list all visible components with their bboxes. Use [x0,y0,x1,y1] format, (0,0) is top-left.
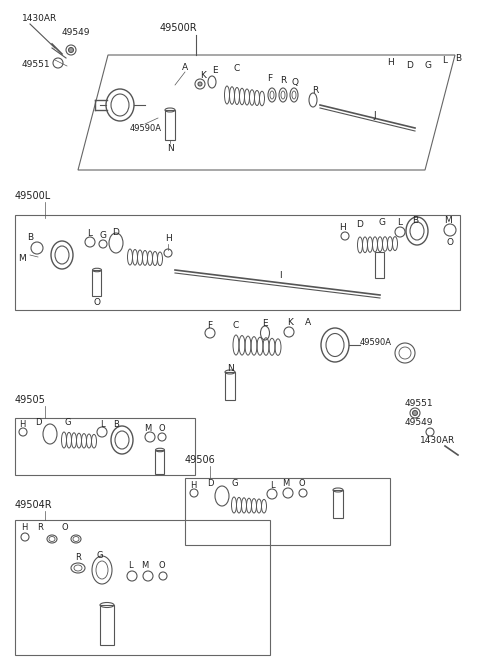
Text: G: G [232,479,238,487]
Bar [100,605,114,645]
Text: G: G [97,552,103,560]
Bar [165,110,175,140]
Text: O: O [299,479,305,487]
Text: K: K [287,318,293,326]
Text: 49505: 49505 [15,395,46,405]
Text: K: K [200,70,206,80]
Text: O: O [446,237,454,247]
Text: 49549: 49549 [62,27,91,36]
Text: 1430AR: 1430AR [420,436,455,444]
Text: L: L [87,229,93,237]
Text: 49500L: 49500L [15,191,51,201]
Text: D: D [35,418,41,426]
Text: L: L [270,481,274,489]
Text: B: B [412,215,418,225]
Text: 49504R: 49504R [15,500,53,510]
Text: H: H [19,420,25,428]
Text: B: B [27,233,33,241]
Text: 49549: 49549 [405,418,433,426]
Text: L: L [443,56,447,64]
Text: 49500R: 49500R [160,23,198,33]
Text: R: R [75,554,81,562]
Circle shape [198,82,202,86]
Text: 1430AR: 1430AR [22,13,57,23]
Text: J: J [374,111,376,119]
Circle shape [69,48,73,52]
Text: N: N [167,143,173,152]
Text: O: O [159,424,165,432]
Text: D: D [113,227,120,237]
Text: G: G [65,418,71,426]
Text: H: H [340,223,347,231]
Text: I: I [279,271,281,280]
Text: D: D [207,479,213,487]
Text: A: A [305,318,311,326]
Text: 49506: 49506 [185,455,216,465]
Text: 49551: 49551 [405,398,433,408]
Text: G: G [379,217,385,227]
Bar [155,450,164,474]
Text: Q: Q [291,78,299,86]
Text: H: H [165,233,171,243]
Text: B: B [455,54,461,62]
Text: 49590A: 49590A [360,337,392,347]
Text: M: M [444,215,452,225]
Text: B: B [113,420,119,428]
Text: L: L [100,420,104,428]
Text: R: R [280,76,286,84]
Text: H: H [21,524,27,532]
Text: M: M [282,479,289,487]
Text: L: L [397,217,403,227]
Bar [375,252,384,278]
Text: F: F [207,320,213,330]
Text: G: G [99,231,107,239]
Text: M: M [142,562,149,570]
Text: M: M [18,253,26,263]
Text: G: G [424,60,432,70]
Text: O: O [62,524,68,532]
Text: M: M [144,424,152,432]
Circle shape [412,410,418,416]
Text: E: E [212,66,218,74]
Text: D: D [357,219,363,229]
Text: C: C [233,320,239,330]
Text: A: A [182,62,188,72]
Text: F: F [267,74,273,82]
Text: O: O [94,298,100,306]
Text: 49551: 49551 [22,60,50,68]
Text: R: R [37,524,43,532]
Bar [225,372,235,400]
Bar [92,270,101,296]
Text: C: C [234,64,240,72]
Text: O: O [159,562,165,570]
Text: N: N [227,363,233,373]
Text: 49590A: 49590A [130,123,162,133]
Text: H: H [386,58,394,66]
Text: R: R [312,86,318,95]
Bar [333,490,343,518]
Text: E: E [262,318,268,328]
Text: D: D [407,60,413,70]
Text: L: L [128,562,132,570]
Text: H: H [190,481,196,489]
